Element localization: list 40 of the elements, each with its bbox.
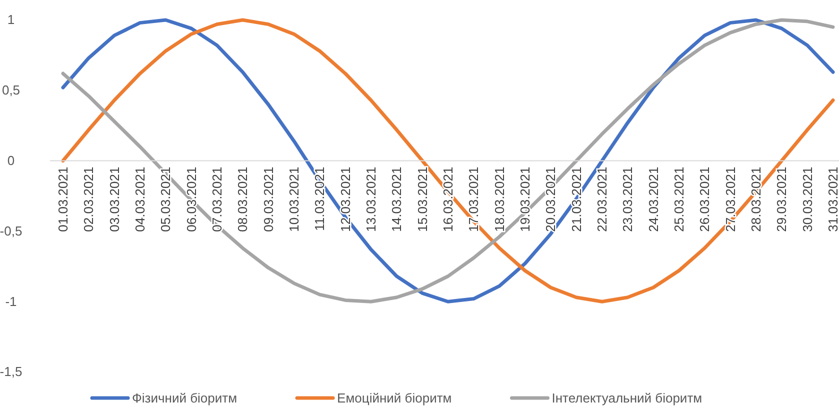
x-tick-label: 29.03.2021 xyxy=(774,166,790,232)
x-tick-label: 18.03.2021 xyxy=(492,166,507,232)
x-tick-label: 27.03.2021 xyxy=(722,166,738,232)
y-tick-label: 1 xyxy=(7,12,15,28)
x-tick-label: 30.03.2021 xyxy=(800,166,815,232)
x-tick-label: 07.03.2021 xyxy=(210,166,225,232)
x-tick-label: 22.03.2021 xyxy=(594,166,610,232)
y-tick-label: -1,5 xyxy=(0,364,22,380)
x-tick-label: 28.03.2021 xyxy=(748,166,764,232)
x-tick-label: 13.03.2021 xyxy=(364,166,379,232)
x-tick-label: 21.03.2021 xyxy=(568,166,584,232)
x-tick-label: 11.03.2021 xyxy=(312,166,328,231)
x-tick-label: 16.03.2021 xyxy=(440,166,456,232)
x-tick-label: 14.03.2021 xyxy=(389,166,404,232)
x-tick-label: 06.03.2021 xyxy=(184,166,199,232)
x-tick-label: 12.03.2021 xyxy=(338,166,353,232)
x-tick-label: 09.03.2021 xyxy=(260,166,276,232)
x-tick-label: 23.03.2021 xyxy=(620,166,636,232)
y-tick-label: 0,5 xyxy=(2,82,20,98)
x-tick-label: 24.03.2021 xyxy=(646,166,661,232)
x-tick-label: 20.03.2021 xyxy=(543,166,558,232)
x-tick-label: 04.03.2021 xyxy=(132,166,148,232)
legend-label: Емоційний біоритм xyxy=(337,390,452,406)
x-tick-label: 03.03.2021 xyxy=(106,166,122,232)
x-tick-label: 10.03.2021 xyxy=(286,166,302,232)
y-tick-label: -1 xyxy=(5,294,17,309)
x-tick-label: 02.03.2021 xyxy=(81,166,96,232)
x-tick-label: 19.03.2021 xyxy=(518,166,533,232)
x-tick-label: 26.03.2021 xyxy=(697,166,712,232)
x-tick-label: 31.03.2021 xyxy=(826,166,839,232)
y-tick-label: -0,5 xyxy=(0,223,22,238)
x-tick-label: 15.03.2021 xyxy=(414,166,430,232)
x-tick-label: 01.03.2021 xyxy=(56,166,71,232)
x-tick-label: 05.03.2021 xyxy=(158,166,174,232)
legend-label: Фізичний біоритм xyxy=(132,390,238,406)
x-tick-label: 08.03.2021 xyxy=(235,166,250,232)
x-tick-label: 25.03.2021 xyxy=(672,166,687,232)
x-tick-label: 17.03.2021 xyxy=(466,166,482,232)
y-tick-label: 0 xyxy=(7,152,15,168)
legend-label: Інтелектуальний біоритм xyxy=(552,390,702,406)
